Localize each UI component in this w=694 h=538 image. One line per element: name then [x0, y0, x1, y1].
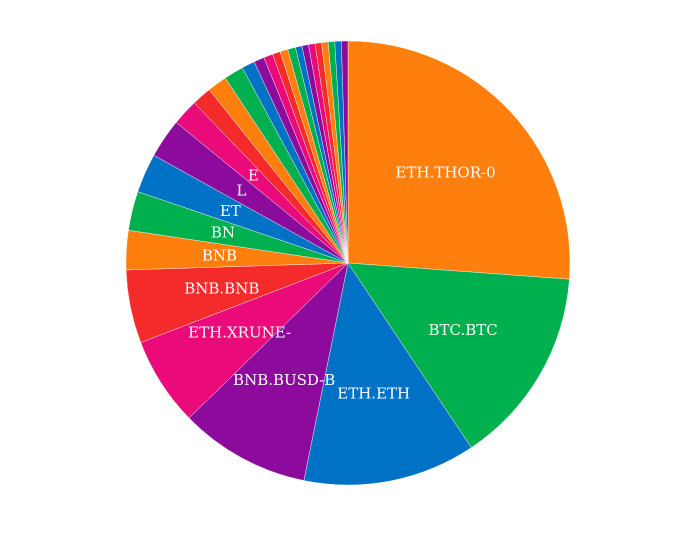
- pie-label-2: ETH.ETH: [337, 385, 410, 403]
- pie-slice-2[interactable]: [303, 262, 472, 486]
- pie-label-7: BN: [211, 224, 235, 242]
- pie-label-6: BNB: [202, 247, 237, 265]
- pie-slice-27[interactable]: [341, 40, 349, 264]
- pie-label-0: ETH.THOR-0: [396, 163, 496, 181]
- pie-label-10: E: [248, 167, 259, 185]
- pie-slice-1[interactable]: [347, 262, 570, 448]
- pie-label-5: BNB.BNB: [184, 279, 259, 297]
- pie-label-1: BTC.BTC: [428, 321, 497, 339]
- pie-label-8: ET: [220, 202, 241, 220]
- pie-slices: [125, 40, 571, 486]
- pie-label-9: L: [237, 182, 247, 200]
- pie-slice-3[interactable]: [188, 262, 349, 481]
- pie-label-3: BNB.BUSD-B: [233, 371, 335, 389]
- pie-label-4: ETH.XRUNE-: [188, 323, 291, 341]
- pie-slice-0[interactable]: [347, 40, 571, 280]
